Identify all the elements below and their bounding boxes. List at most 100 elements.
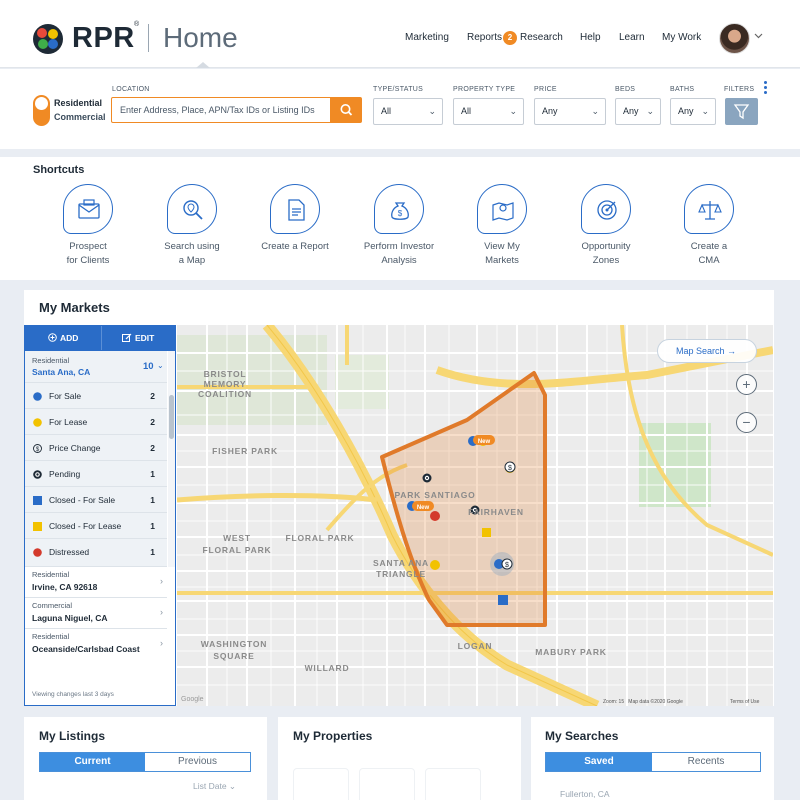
nav-marketing[interactable]: Marketing [405, 32, 449, 43]
type-status-select[interactable]: All ⌄ [373, 98, 443, 125]
report-icon [288, 199, 305, 221]
money-bag-icon: $ [391, 202, 409, 220]
map-area-label: MEMORY [204, 379, 247, 389]
location-search-input[interactable] [111, 97, 331, 123]
logo-divider [148, 24, 149, 52]
legend-row-distressed[interactable]: Distressed 1 [25, 538, 167, 564]
beds-select[interactable]: Any ⌄ [615, 98, 661, 125]
svg-text:$: $ [398, 209, 403, 218]
for-lease-marker [430, 560, 440, 570]
tab-previous[interactable]: Previous [145, 753, 250, 771]
funnel-icon [733, 104, 750, 120]
tab-current[interactable]: Current [40, 753, 145, 771]
chevron-down-icon[interactable] [754, 31, 763, 41]
shortcut-create-report[interactable]: Create a Report [250, 184, 340, 254]
map-area-label: TRIANGLE [376, 569, 426, 579]
map-area-label: PARK SANTIAGO [394, 490, 475, 500]
legend-row-closed-sale[interactable]: Closed - For Sale 1 [25, 486, 167, 512]
market-type: Residential [32, 570, 70, 579]
selected-market[interactable] [25, 351, 167, 567]
toggle-commercial-label[interactable]: Commercial [54, 112, 106, 122]
map-area-label: SQUARE [213, 651, 254, 661]
shortcut-map-search[interactable]: Search using a Map [147, 184, 237, 268]
legend-row-price-change[interactable]: $ Price Change 2 [25, 434, 167, 460]
filters-button[interactable] [725, 98, 758, 125]
market-item-oceanside[interactable]: Residential Oceanside/Carlsbad Coast › [25, 628, 167, 659]
markets-action-bar [24, 325, 176, 351]
map-search-button[interactable]: Map Search → [657, 339, 757, 363]
market-type: Commercial [32, 601, 73, 610]
tab-saved[interactable]: Saved [546, 753, 652, 771]
market-item-irvine[interactable]: Residential Irvine, CA 92618 › [25, 566, 167, 597]
legend-label: Price Change [49, 443, 101, 453]
edit-markets-button[interactable]: EDIT [122, 333, 154, 343]
shortcut-opportunity-zones[interactable]: Opportunity Zones [561, 184, 651, 268]
shortcut-investor-analysis[interactable]: $ Perform Investor Analysis [354, 184, 444, 268]
residential-commercial-toggle[interactable] [33, 95, 50, 126]
map-area-label: FLORAL PARK [286, 533, 355, 543]
markets-footer-note: Viewing changes last 3 days [32, 691, 114, 698]
new-badge-label: New [417, 505, 430, 511]
prospect-icon [78, 199, 100, 219]
market-map[interactable]: $ $ New New BRISTOL MEMORY COALITION FIS… [177, 325, 773, 706]
google-watermark: Google [181, 696, 204, 703]
search-icon [340, 104, 353, 116]
brand-name[interactable]: RPR [72, 22, 135, 54]
legend-row-for-sale[interactable]: For Sale 2 [25, 382, 167, 408]
price-select[interactable]: Any ⌄ [534, 98, 606, 125]
baths-select[interactable]: Any ⌄ [670, 98, 716, 125]
property-type-select[interactable]: All ⌄ [453, 98, 524, 125]
property-placeholder [359, 768, 415, 800]
park-area [335, 355, 389, 409]
type-status-label: TYPE/STATUS [373, 86, 424, 93]
legend-scrollbar[interactable] [168, 351, 175, 567]
map-terms-link[interactable]: Terms of Use [730, 699, 760, 705]
user-avatar[interactable] [719, 23, 750, 54]
legend-label: For Sale [49, 391, 82, 401]
shortcut-label: Opportunity Zones [581, 241, 631, 266]
nav-help[interactable]: Help [580, 32, 601, 43]
nav-learn[interactable]: Learn [619, 32, 645, 43]
price-change-marker [501, 558, 513, 570]
market-item-laguna-niguel[interactable]: Commercial Laguna Niguel, CA › [25, 597, 167, 628]
zoom-out-button[interactable]: − [736, 412, 757, 433]
toggle-residential-label[interactable]: Residential [54, 98, 103, 108]
new-badge-label: New [478, 439, 491, 445]
legend-row-for-lease[interactable]: For Lease 2 [25, 408, 167, 434]
sort-list-date[interactable]: List Date ⌄ [193, 781, 237, 791]
search-button[interactable] [331, 97, 362, 123]
tab-recents[interactable]: Recents [652, 753, 760, 771]
shortcut-label: Search using a Map [164, 241, 220, 266]
map-attribution: Zoom: 15 Map data ©2020 Google [603, 699, 683, 705]
active-page-pointer [196, 62, 210, 68]
for-sale-marker [494, 559, 504, 569]
saved-search-item[interactable]: Fullerton, CA [560, 789, 610, 799]
map-area-label: FAIRHAVEN [468, 507, 524, 517]
chevron-down-icon: ⌄ [591, 106, 599, 116]
selected-market-location[interactable]: Santa Ana, CA [32, 367, 91, 377]
map-area-label: WILLARD [305, 663, 350, 673]
svg-text:$: $ [505, 562, 509, 569]
legend-row-closed-lease[interactable]: Closed - For Lease 1 [25, 512, 167, 538]
selected-market-count[interactable]: 10 [143, 361, 154, 372]
chevron-down-icon[interactable]: ⌄ [157, 361, 164, 370]
legend-row-pending[interactable]: Pending 1 [25, 460, 167, 486]
rpr-logo-icon[interactable] [33, 24, 63, 54]
nav-my-work[interactable]: My Work [662, 32, 702, 43]
legend-count: 1 [150, 495, 155, 505]
nav-reports[interactable]: Reports [467, 32, 503, 43]
shortcut-prospect[interactable]: Prospect for Clients [43, 184, 133, 268]
market-type: Residential [32, 632, 70, 641]
shortcut-my-markets[interactable]: View My Markets [457, 184, 547, 268]
road [620, 325, 773, 557]
more-options-icon[interactable] [764, 81, 768, 95]
chevron-down-icon: ⌄ [646, 106, 654, 116]
map-search-icon [183, 200, 203, 220]
market-location: Oceanside/Carlsbad Coast [32, 644, 140, 654]
shortcut-create-cma[interactable]: Create a CMA [664, 184, 754, 268]
nav-research[interactable]: Research [520, 32, 563, 43]
edit-icon [122, 333, 132, 342]
zoom-in-button[interactable]: + [736, 374, 757, 395]
selected-market-type: Residential [32, 356, 70, 365]
add-market-button[interactable]: ADD [48, 333, 78, 343]
